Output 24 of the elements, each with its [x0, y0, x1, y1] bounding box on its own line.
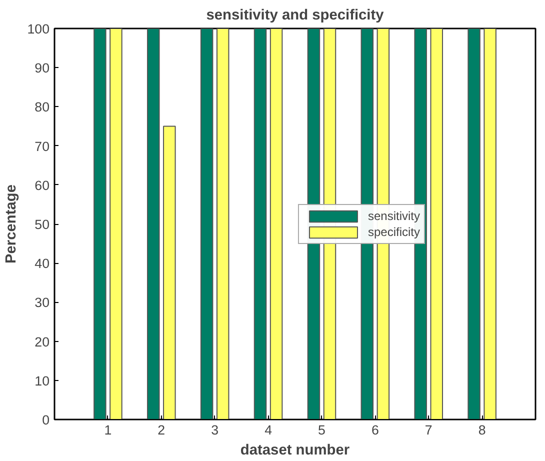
y-tick-label: 10 — [34, 373, 50, 388]
y-tick-label: 50 — [34, 217, 50, 232]
x-tick-label: 6 — [371, 422, 379, 438]
x-tick-label: 4 — [264, 422, 273, 438]
y-tick-label: 60 — [34, 178, 50, 193]
y-tick-label: 100 — [27, 22, 50, 36]
x-axis-title: dataset number — [240, 442, 350, 458]
x-tick-label: 2 — [158, 422, 166, 438]
y-tick-label: 70 — [34, 138, 50, 154]
x-tick-label: 3 — [211, 422, 219, 438]
y-tick-label: 90 — [34, 60, 50, 76]
legend-label: specificity — [368, 224, 420, 238]
x-tick-label: 8 — [478, 422, 486, 438]
y-tick-label: 0 — [42, 412, 50, 428]
y-tick-label: 20 — [34, 334, 50, 350]
legend-label: sensitivity — [368, 208, 420, 222]
y-tick-label: 80 — [34, 100, 50, 115]
x-tick-label: 5 — [318, 422, 326, 438]
y-axis-title: Percentage — [3, 184, 20, 264]
x-tick-label: 1 — [104, 422, 112, 438]
chart-title: sensitivity and specificity — [206, 8, 385, 24]
y-tick-label: 40 — [34, 256, 50, 272]
y-tick-label: 30 — [34, 295, 50, 310]
x-tick-label: 7 — [424, 422, 432, 438]
